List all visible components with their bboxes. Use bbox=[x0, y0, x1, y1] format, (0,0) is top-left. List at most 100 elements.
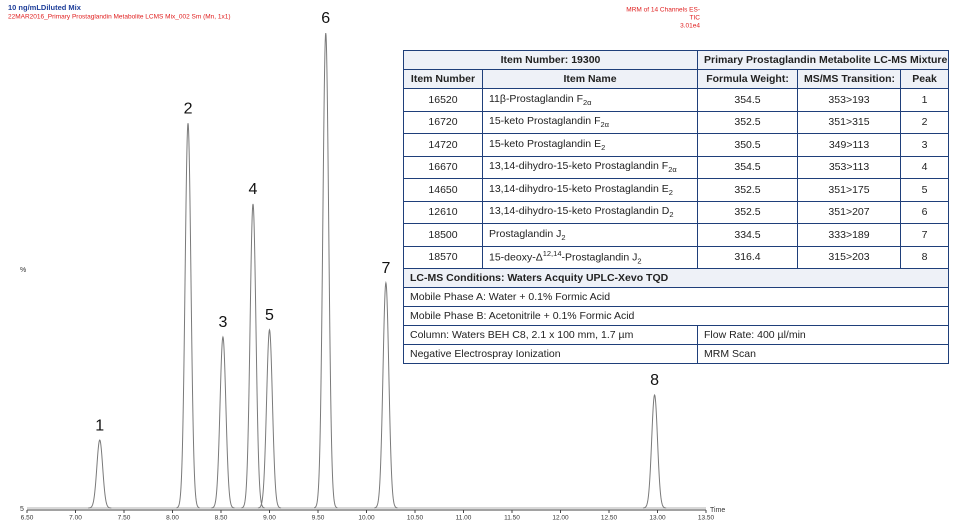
formula-weight: 350.5 bbox=[697, 133, 799, 157]
annotation: MRM of 14 Channels ES- bbox=[626, 7, 700, 14]
name-part: 11β-Prostaglandin F bbox=[489, 92, 583, 105]
table-row: 12610 13,14-dihydro-15-keto Prostaglandin… bbox=[403, 200, 950, 224]
x-tick-label: 11.00 bbox=[456, 515, 472, 522]
name-part: 12,14 bbox=[542, 248, 562, 258]
x-tick-label: 11.50 bbox=[504, 515, 520, 522]
name-part: -Prostaglandin J bbox=[561, 251, 638, 264]
peak bbox=[642, 393, 667, 509]
peak-label: 2 bbox=[184, 100, 193, 117]
peak bbox=[88, 439, 112, 509]
x-tick-label: 8.50 bbox=[215, 515, 228, 522]
peak bbox=[211, 335, 235, 509]
name-part: 15-keto Prostaglandin E bbox=[489, 137, 602, 150]
item-name: 15-deoxy-Δ12,14-Prostaglandin J2 bbox=[481, 245, 699, 269]
condition: Negative Electrospray Ionization bbox=[402, 344, 699, 364]
name-part: 13,14-dihydro-15-keto Prostaglandin D bbox=[489, 205, 670, 218]
chart-title: 10 ng/mLDiluted Mix bbox=[8, 3, 82, 12]
table-row: 16720 15-keto Prostaglandin F2α 352.5 351>3… bbox=[403, 110, 950, 134]
peak-label: 5 bbox=[265, 307, 274, 324]
item-number: 16720 bbox=[403, 110, 483, 134]
header-row: Item Number Item Name Formula Weight: MS/MS… bbox=[403, 69, 950, 89]
column-header: MS/MS Transition: bbox=[797, 69, 902, 89]
column-header: Peak bbox=[900, 69, 950, 89]
peak-label: 7 bbox=[381, 260, 390, 277]
transition: 351>207 bbox=[797, 200, 902, 224]
y-axis-label: % bbox=[20, 267, 26, 274]
x-tick-label: 12.00 bbox=[552, 515, 569, 522]
info-table: Item Number: 19300 Primary Prostaglandin … bbox=[402, 50, 950, 364]
name-part: 2 bbox=[669, 210, 674, 220]
item-number: 18570 bbox=[403, 245, 483, 269]
column-header: Item Number bbox=[403, 69, 483, 89]
item-name: 15-keto Prostaglandin E2 bbox=[481, 133, 699, 157]
condition: Mobile Phase B: Acetonitrile + 0.1% Form… bbox=[402, 306, 950, 326]
annotation: 3.01e4 bbox=[680, 23, 700, 30]
condition: Mobile Phase A: Water + 0.1% Formic Acid bbox=[402, 287, 950, 307]
peak-label: 6 bbox=[321, 10, 330, 27]
peak-number: 8 bbox=[900, 245, 950, 269]
item-number: 16520 bbox=[403, 88, 483, 112]
peak-label: 1 bbox=[95, 417, 104, 434]
peak-label: 4 bbox=[249, 181, 258, 198]
peak bbox=[313, 32, 338, 509]
peak bbox=[257, 328, 282, 509]
x-tick-label: 9.00 bbox=[263, 515, 276, 522]
item-number: 14650 bbox=[403, 178, 483, 202]
conditions-title-row: LC-MS Conditions: Waters Acquity UPLC-Xe… bbox=[402, 268, 950, 288]
formula-weight: 354.5 bbox=[697, 155, 799, 179]
peak bbox=[374, 280, 398, 509]
chart-subtitle: 22MAR2016_Primary Prostaglandin Metaboli… bbox=[8, 14, 231, 21]
table-row: 14650 13,14-dihydro-15-keto Prostaglandin… bbox=[403, 178, 950, 202]
y-corner-label: 5 bbox=[20, 506, 24, 513]
formula-weight: 352.5 bbox=[697, 110, 799, 134]
condition: Flow Rate: 400 µl/min bbox=[697, 325, 950, 345]
peak-number: 7 bbox=[900, 223, 950, 247]
x-tick-label: 10.50 bbox=[407, 515, 424, 522]
transition: 349>113 bbox=[797, 133, 902, 157]
formula-weight: 316.4 bbox=[697, 245, 799, 269]
table-title: Primary Prostaglandin Metabolite LC-MS M… bbox=[697, 50, 950, 70]
x-tick-label: 7.00 bbox=[69, 515, 82, 522]
peak-label: 8 bbox=[650, 372, 659, 389]
transition: 333>189 bbox=[797, 223, 902, 247]
table-row: 18570 15-deoxy-Δ12,14-Prostaglandin J2 316… bbox=[403, 245, 950, 269]
column-header: Item Name bbox=[481, 69, 699, 89]
column-header: Formula Weight: bbox=[697, 69, 799, 89]
condition-row: Column: Waters BEH C8, 2.1 x 100 mm, 1.7… bbox=[402, 325, 950, 345]
name-part: 13,14-dihydro-15-keto Prostaglandin E bbox=[489, 182, 669, 195]
transition: 353>193 bbox=[797, 88, 902, 112]
x-tick-label: 9.50 bbox=[312, 515, 325, 522]
conditions-title: LC-MS Conditions: Waters Acquity UPLC-Xe… bbox=[402, 268, 950, 288]
peak-number: 1 bbox=[900, 88, 950, 112]
table-row: 18500 Prostaglandin J2 334.5 333>189 7 bbox=[403, 223, 950, 247]
peak-number: 4 bbox=[900, 155, 950, 179]
transition: 351>315 bbox=[797, 110, 902, 134]
item-number: 18500 bbox=[403, 223, 483, 247]
item-name: 15-keto Prostaglandin F2α bbox=[481, 110, 699, 134]
peak bbox=[176, 123, 200, 509]
item-name: 13,14-dihydro-15-keto Prostaglandin E2 bbox=[481, 178, 699, 202]
condition: Column: Waters BEH C8, 2.1 x 100 mm, 1.7… bbox=[402, 325, 699, 345]
x-tick-label: 10.00 bbox=[358, 515, 375, 522]
name-part: 2 bbox=[668, 187, 673, 197]
peak-number: 3 bbox=[900, 133, 950, 157]
formula-weight: 352.5 bbox=[697, 200, 799, 224]
name-part: Prostaglandin J bbox=[489, 227, 562, 240]
formula-weight: 354.5 bbox=[697, 88, 799, 112]
x-tick-label: 12.50 bbox=[601, 515, 618, 522]
x-tick-label: 13.00 bbox=[649, 515, 666, 522]
item-name: 13,14-dihydro-15-keto Prostaglandin F2α bbox=[481, 155, 699, 179]
condition: MRM Scan bbox=[697, 344, 950, 364]
name-part: 2 bbox=[601, 142, 606, 152]
item-number: 16670 bbox=[403, 155, 483, 179]
x-tick-label: 6.50 bbox=[21, 515, 34, 522]
transition: 315>203 bbox=[797, 245, 902, 269]
condition-row: Mobile Phase A: Water + 0.1% Formic Acid bbox=[402, 287, 950, 307]
peak bbox=[241, 203, 265, 509]
table-title: Item Number: 19300 bbox=[402, 50, 699, 70]
table-row: 16670 13,14-dihydro-15-keto Prostaglandin… bbox=[403, 155, 950, 179]
table-row: 14720 15-keto Prostaglandin E2 350.5 349>11… bbox=[403, 133, 950, 157]
condition-row: Mobile Phase B: Acetonitrile + 0.1% Form… bbox=[402, 306, 950, 326]
name-part: 2 bbox=[561, 232, 566, 242]
item-number: 12610 bbox=[403, 200, 483, 224]
